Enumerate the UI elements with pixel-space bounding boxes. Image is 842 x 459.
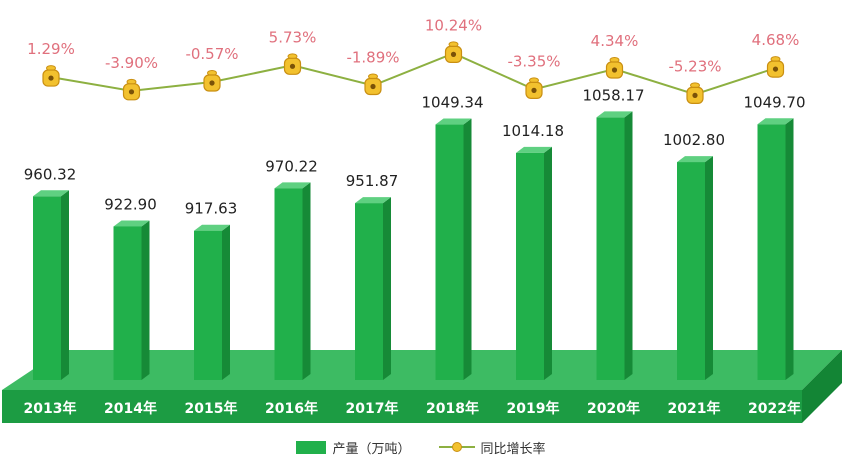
growth-rate-point[interactable] — [203, 70, 221, 92]
bar-value-label: 1002.80 — [663, 131, 725, 149]
growth-rate-point[interactable] — [364, 73, 382, 96]
bar-2018年[interactable] — [435, 118, 472, 381]
growth-rate-point[interactable] — [122, 78, 141, 101]
growth-rate-label: 1.29% — [27, 40, 75, 58]
legend-item-output[interactable]: 产量（万吨） — [296, 438, 411, 457]
growth-rate-label: -3.35% — [507, 52, 560, 70]
growth-rate-point[interactable] — [283, 53, 302, 75]
bar-value-label: 1049.34 — [421, 94, 483, 112]
category-label: 2020年 — [587, 400, 640, 417]
bar-2020年[interactable] — [596, 111, 633, 380]
legend-bar-swatch — [296, 440, 327, 454]
growth-rate-label: 10.24% — [425, 16, 482, 34]
category-label: 2019年 — [507, 400, 560, 417]
growth-rate-label: -5.23% — [668, 57, 721, 75]
legend: 产量（万吨） 同比增长率 — [0, 437, 842, 457]
bar-value-label: 922.90 — [104, 195, 157, 213]
bar-2013年[interactable] — [33, 190, 69, 380]
growth-rate-point[interactable] — [525, 77, 543, 99]
bar-value-label: 951.87 — [346, 172, 399, 190]
growth-rate-label: -3.90% — [105, 54, 158, 72]
growth-rate-label: -1.89% — [346, 49, 399, 67]
category-label: 2014年 — [104, 400, 157, 417]
bar-value-label: 917.63 — [185, 200, 238, 218]
growth-rate-label: 5.73% — [269, 28, 317, 46]
bar-line-chart: 960.32 922.90 917.63 970.22 951.87 1049.34 101… — [2, 16, 842, 423]
bar-2015年[interactable] — [194, 224, 230, 380]
legend-label-output: 产量（万吨） — [332, 441, 411, 457]
growth-rate-point[interactable] — [605, 56, 624, 79]
category-label: 2017年 — [346, 400, 399, 417]
category-label: 2016年 — [265, 400, 318, 417]
legend-item-growth[interactable]: 同比增长率 — [438, 438, 546, 457]
bar-value-label: 960.32 — [24, 165, 77, 183]
category-label: 2018年 — [426, 400, 479, 417]
growth-rate-point[interactable] — [686, 82, 704, 104]
bar-series — [33, 111, 794, 381]
growth-rate-line — [50, 52, 776, 96]
bar-value-label: 1049.70 — [743, 93, 805, 111]
bar-2019年[interactable] — [516, 146, 552, 380]
growth-rate-label: -0.57% — [185, 45, 238, 63]
bar-value-label: 1014.18 — [502, 122, 564, 140]
growth-rate-point[interactable] — [444, 41, 463, 63]
category-label: 2021年 — [668, 400, 721, 417]
bar-2022年[interactable] — [757, 118, 794, 380]
legend-label-growth: 同比增长率 — [480, 441, 546, 457]
rate-labels: 1.29% -3.90% -0.57% 5.73% -1.89% 10.24% -3.35%… — [27, 16, 799, 75]
category-labels: 2013年 2014年 2015年 2016年 2017年 2018年 2019年 2020年… — [24, 400, 801, 417]
category-label: 2015年 — [185, 400, 238, 417]
value-labels: 960.32 922.90 917.63 970.22 951.87 1049.34 101… — [24, 86, 806, 217]
category-label: 2013年 — [24, 400, 77, 417]
category-label: 2022年 — [748, 400, 801, 417]
bar-2014年[interactable] — [113, 220, 150, 380]
floor-side — [802, 350, 842, 423]
bar-value-label: 970.22 — [265, 157, 318, 175]
bar-2021年[interactable] — [677, 156, 713, 380]
floor-front — [2, 390, 802, 423]
growth-rate-series — [42, 41, 785, 104]
growth-rate-label: 4.34% — [591, 32, 639, 50]
bar-value-label: 1058.17 — [582, 86, 644, 104]
legend-line-swatch — [438, 440, 475, 454]
growth-rate-point[interactable] — [42, 65, 60, 87]
growth-rate-label: 4.68% — [752, 31, 800, 49]
bar-2017年[interactable] — [355, 197, 391, 380]
growth-rate-point[interactable] — [766, 56, 785, 78]
bar-2016年[interactable] — [274, 182, 311, 380]
